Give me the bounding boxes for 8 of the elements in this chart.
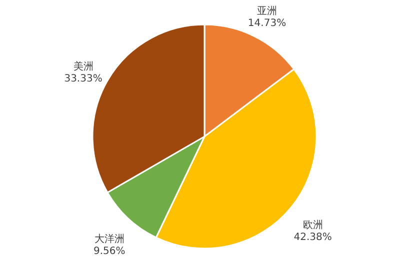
data-label: 14.73% xyxy=(248,18,286,30)
slice-label: 大洋洲 xyxy=(94,233,124,246)
slice-label: 美洲 xyxy=(73,60,94,72)
data-label: 33.33% xyxy=(64,73,102,84)
data-label: 9.56% xyxy=(93,246,126,258)
data-label: 42.38% xyxy=(294,232,332,244)
slice-label: 亚洲 xyxy=(257,5,277,18)
slice-label: 欧洲 xyxy=(302,219,323,232)
